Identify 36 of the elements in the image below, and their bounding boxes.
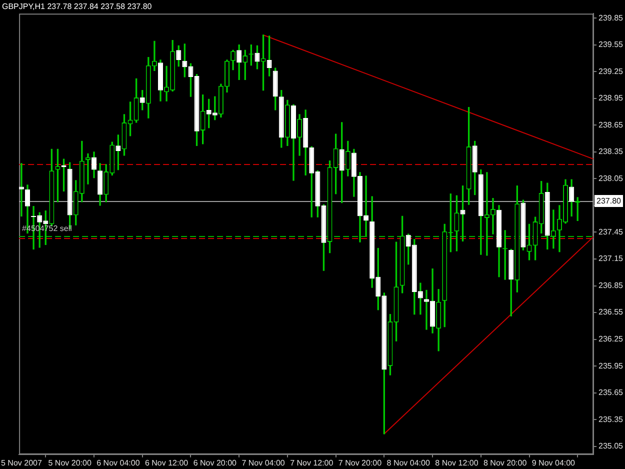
ref-line-label: 237.80 — [596, 196, 622, 206]
x-tick-label: 6 Nov 12:00 — [144, 458, 189, 468]
candlestick — [85, 153, 90, 184]
y-tick-label: 239.85 — [598, 13, 624, 22]
y-tick-label: 237.45 — [598, 227, 624, 236]
x-tick-label: 8 Nov 12:00 — [435, 458, 479, 468]
candlestick — [424, 290, 429, 330]
x-tick-label: 6 Nov 04:00 — [96, 458, 140, 468]
candlestick — [19, 163, 24, 216]
x-tick-label: 6 Nov 20:00 — [193, 458, 238, 468]
y-tick-label: 238.95 — [598, 94, 624, 103]
x-tick-label: 9 Nov 04:00 — [532, 458, 576, 468]
y-tick-label: 235.35 — [598, 414, 624, 424]
x-tick-label: 7 Nov 20:00 — [338, 458, 382, 468]
y-tick-label: 235.05 — [598, 442, 624, 451]
x-tick-label: 8 Nov 04:00 — [386, 458, 430, 468]
candlestick — [550, 210, 556, 249]
y-tick-label: 238.65 — [598, 120, 624, 130]
y-tick-label: 239.25 — [598, 66, 624, 76]
chart-title: GBPJPY,H1 237.78 237.84 237.58 237.80 — [2, 2, 152, 12]
y-tick-label: 235.95 — [598, 361, 624, 370]
candlestick — [556, 205, 562, 252]
y-tick-label: 236.25 — [598, 334, 624, 344]
x-tick-label: 5 Nov 20:00 — [48, 458, 92, 468]
y-tick-label: 236.85 — [598, 280, 624, 290]
candlestick — [364, 176, 369, 236]
x-tick-label: 5 Nov 2007 — [1, 458, 42, 468]
y-tick-label: 236.55 — [598, 308, 624, 317]
x-tick-label: 7 Nov 12:00 — [290, 458, 334, 468]
y-tick-label: 237.15 — [598, 254, 624, 264]
y-tick-label: 235.65 — [598, 388, 624, 398]
x-tick-label: 8 Nov 20:00 — [484, 458, 528, 468]
y-tick-label: 238.05 — [598, 174, 624, 183]
y-tick-label: 239.55 — [598, 40, 624, 50]
x-tick-label: 7 Nov 04:00 — [242, 458, 286, 468]
y-tick-label: 238.35 — [598, 147, 624, 156]
